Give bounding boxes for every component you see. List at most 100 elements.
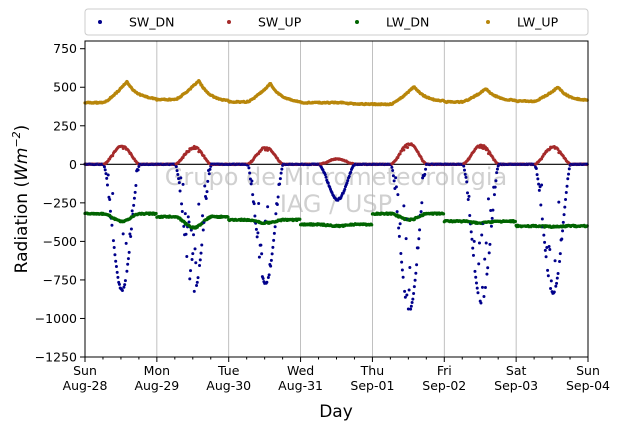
- sw-dn-point: [394, 185, 398, 189]
- sw-dn-point: [418, 228, 422, 232]
- sw-dn-point: [406, 307, 410, 311]
- sw-dn-point: [409, 304, 413, 308]
- sw-dn-point: [110, 223, 114, 227]
- sw-dn-point: [127, 250, 131, 254]
- sw-dn-point: [540, 183, 544, 187]
- sw-dn-point: [204, 196, 208, 200]
- sw-dn-point: [196, 276, 200, 280]
- sw-dn-point: [177, 177, 181, 181]
- sw-dn-point: [423, 172, 427, 176]
- sw-dn-point: [391, 169, 395, 173]
- sw-dn-point: [483, 257, 487, 261]
- sw-dn-point: [192, 233, 196, 237]
- sw-dn-point: [278, 182, 282, 186]
- sw-dn-point: [539, 203, 543, 207]
- sw-dn-point: [484, 241, 488, 245]
- sw-dn-point: [468, 214, 472, 218]
- sw-dn-point: [186, 215, 190, 219]
- sw-dn-point: [489, 224, 493, 228]
- sw-dn-point: [494, 179, 498, 183]
- sw-dn-point: [192, 289, 196, 293]
- sw-dn-point: [178, 189, 182, 193]
- sw-dn-point: [180, 209, 184, 213]
- sw-dn-point: [198, 264, 202, 267]
- x-tick-label: Thu: [360, 363, 384, 378]
- sw-dn-point: [257, 255, 261, 259]
- sw-dn-point: [556, 271, 560, 275]
- x-tick-label: Fri: [437, 363, 452, 378]
- x-tick-label: Aug-28: [63, 378, 108, 393]
- sw-dn-point: [486, 197, 490, 201]
- sw-dn-point: [275, 203, 279, 207]
- sw-dn-point: [397, 234, 401, 238]
- sw-dn-point: [466, 197, 470, 201]
- sw-dn-point: [412, 291, 416, 295]
- sw-dn-point: [479, 301, 483, 305]
- sw-dn-point: [326, 181, 330, 185]
- sw-dn-point: [125, 269, 129, 273]
- x-axis: SunAug-28MonAug-29TueAug-30WedAug-31ThuS…: [63, 357, 610, 393]
- grid-lines: [156, 41, 517, 357]
- sw-up-point: [187, 149, 191, 153]
- sw-dn-point: [208, 167, 212, 171]
- sw-dn-point: [261, 277, 265, 281]
- sw-dn-point: [421, 176, 425, 180]
- x-tick-label: Aug-31: [278, 378, 323, 393]
- sw-dn-point: [398, 222, 402, 226]
- y-tick-label: 250: [53, 118, 77, 133]
- sw-dn-point: [189, 269, 193, 273]
- sw-dn-point: [547, 245, 551, 249]
- sw-dn-point: [411, 297, 415, 301]
- sw-dn-point: [537, 182, 541, 186]
- sw-dn-point: [410, 301, 414, 305]
- y-tick-label: −500: [43, 234, 77, 249]
- x-tick-label: Tue: [217, 363, 240, 378]
- sw-dn-point: [280, 167, 284, 171]
- sw-dn-point: [480, 233, 484, 237]
- sw-dn-point: [132, 203, 136, 207]
- sw-dn-point: [200, 243, 204, 247]
- sw-dn-point: [251, 193, 255, 197]
- sw-dn-point: [561, 229, 565, 233]
- sw-dn-point: [103, 168, 107, 172]
- sw-dn-point: [207, 172, 211, 176]
- sw-dn-point: [543, 248, 547, 252]
- sw-dn-point: [201, 214, 205, 218]
- sw-dn-point: [542, 233, 546, 237]
- sw-dn-point: [482, 294, 486, 298]
- sw-dn-point: [191, 252, 195, 256]
- sw-dn-point: [401, 275, 405, 279]
- sw-dn-point: [279, 171, 283, 175]
- sw-dn-point: [562, 213, 566, 217]
- y-axis-label-suffix: ): [12, 125, 32, 132]
- watermark: Grupo de Micrometeorologia IAG / USP: [165, 163, 507, 218]
- sw-dn-point: [120, 289, 124, 292]
- sw-dn-point: [129, 234, 133, 238]
- sw-dn-point: [195, 280, 199, 284]
- sw-dn-point: [272, 231, 276, 235]
- sw-up-point: [398, 152, 402, 156]
- sw-dn-point: [185, 254, 189, 258]
- sw-dn-point: [400, 268, 404, 272]
- sw-dn-point: [400, 260, 404, 264]
- sw-dn-point: [126, 257, 130, 261]
- sw-dn-point: [413, 278, 417, 282]
- sw-dn-point: [476, 291, 480, 295]
- sw-dn-point: [102, 165, 106, 169]
- lw-dn-point: [226, 215, 230, 219]
- sw-dn-point: [347, 174, 351, 178]
- sw-dn-point: [324, 175, 328, 179]
- sw-dn-point: [495, 171, 499, 175]
- y-axis-label-prefix: Radiation (: [12, 181, 32, 273]
- sw-up-point: [406, 145, 410, 149]
- sw-dn-point: [403, 289, 407, 293]
- x-tick-label: Sun: [576, 363, 600, 378]
- sw-dn-point: [557, 200, 561, 204]
- sw-dn-point: [489, 208, 493, 212]
- sw-dn-point: [247, 166, 251, 170]
- sw-dn-point: [105, 176, 109, 180]
- sw-dn-point: [485, 272, 489, 276]
- sw-dn-point: [552, 290, 556, 294]
- sw-dn-point: [114, 259, 118, 263]
- sw-dn-point: [254, 227, 258, 231]
